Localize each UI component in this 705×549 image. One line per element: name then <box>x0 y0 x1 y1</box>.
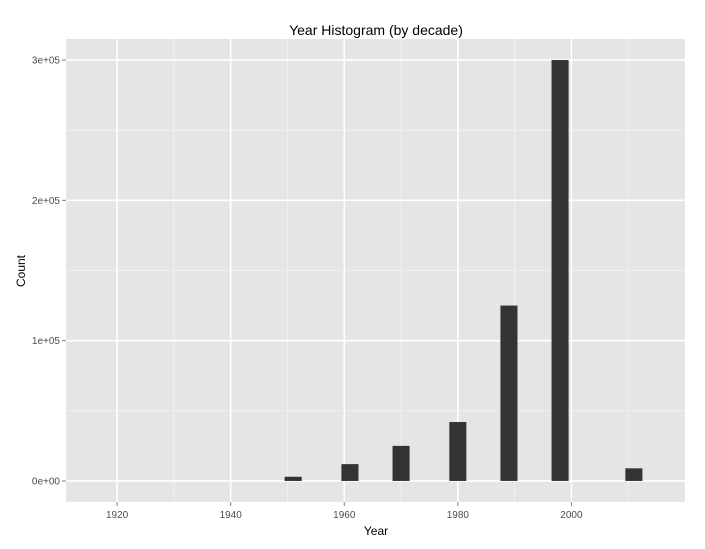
x-axis-title: Year <box>364 524 388 538</box>
histogram-bar <box>284 476 302 481</box>
minor-gridlines <box>66 39 685 502</box>
y-tick-label: 0e+00 <box>32 476 61 487</box>
histogram-bar <box>500 305 518 481</box>
x-tick-label: 2000 <box>560 510 583 521</box>
y-tick-label: 3e+05 <box>32 56 61 67</box>
y-tick-label: 1e+05 <box>32 336 61 347</box>
x-axis: 1920 1940 1960 1980 2000 <box>106 502 583 521</box>
histogram-bar <box>625 468 643 481</box>
x-tick-label: 1940 <box>220 510 243 521</box>
y-axis: 0e+00 1e+05 2e+05 3e+05 <box>32 56 66 487</box>
histogram-bar <box>449 422 467 481</box>
x-tick-label: 1980 <box>447 510 470 521</box>
histogram-bar <box>392 445 410 481</box>
chart-title: Year Histogram (by decade) <box>289 22 463 38</box>
x-tick-label: 1920 <box>106 510 129 521</box>
histogram-bar <box>341 464 359 481</box>
major-gridlines <box>66 39 685 502</box>
histogram-bar <box>551 60 569 481</box>
y-tick-label: 2e+05 <box>32 196 61 207</box>
histogram-bars <box>284 60 643 481</box>
x-tick-label: 1960 <box>333 510 356 521</box>
y-axis-title: Count <box>14 254 28 287</box>
